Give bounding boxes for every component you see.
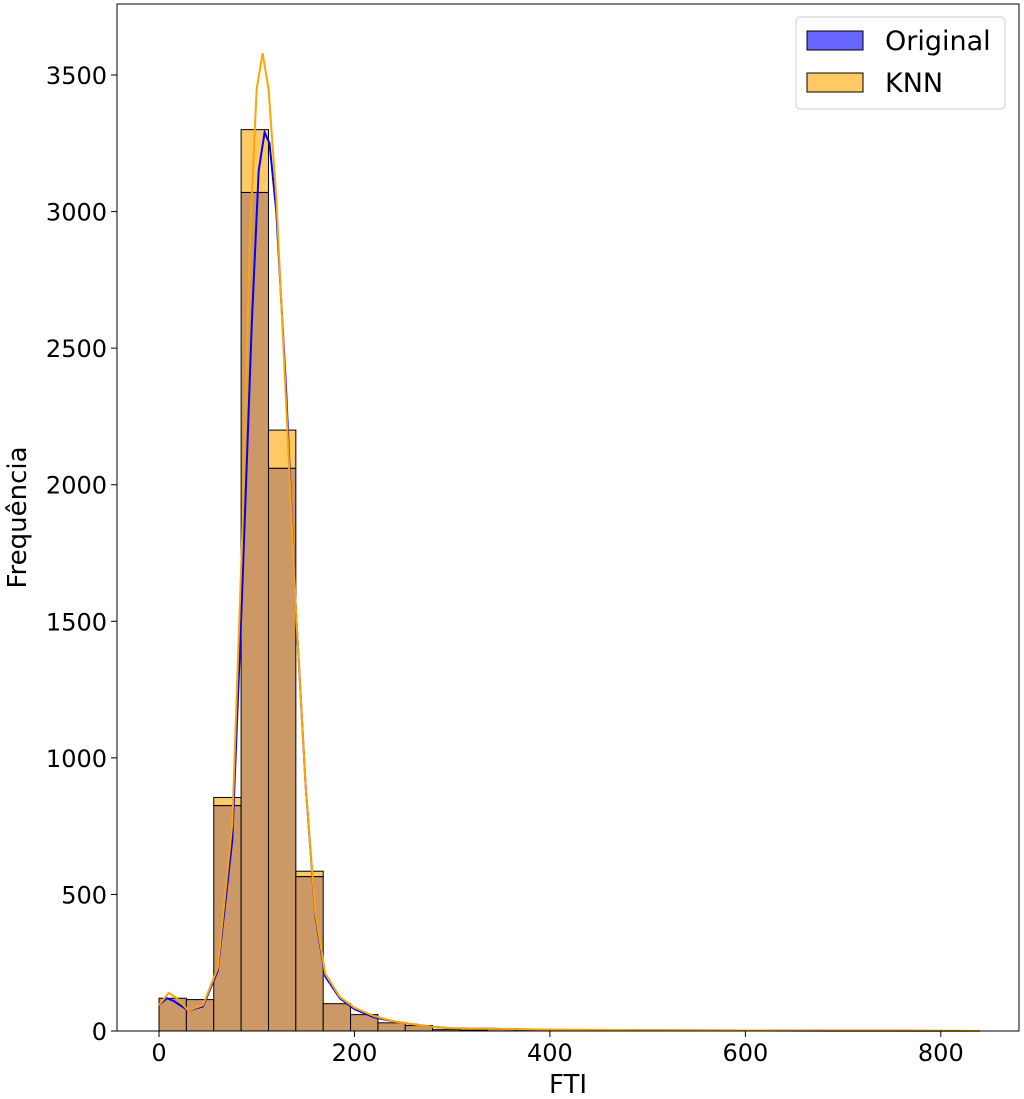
kde-line-knn xyxy=(158,53,980,1032)
legend-swatch-original xyxy=(806,30,864,51)
x-tick-label: 200 xyxy=(332,1039,378,1067)
y-tick-label: 3500 xyxy=(46,62,107,90)
y-axis-label: Frequência xyxy=(3,446,33,588)
bar-overlap xyxy=(213,805,242,1032)
legend-swatch-knn xyxy=(806,72,864,93)
legend-label-knn: KNN xyxy=(885,68,943,99)
bar-overlap xyxy=(377,1022,406,1032)
bar-overlap xyxy=(322,1003,352,1032)
y-tick-label: 0 xyxy=(92,1018,107,1046)
bar-overlap xyxy=(295,876,324,1032)
y-axis-ticks: 0 500 1000 1500 2000 2500 3000 3500 xyxy=(46,62,117,1046)
y-tick-label: 2500 xyxy=(46,335,107,363)
x-axis-label: FTI xyxy=(549,1070,587,1099)
y-tick-label: 1500 xyxy=(46,608,107,636)
x-tick-label: 0 xyxy=(151,1039,166,1067)
kde-lines-group xyxy=(158,53,980,1032)
bar-excess xyxy=(213,796,242,807)
legend-label-original: Original xyxy=(885,26,991,57)
x-tick-label: 800 xyxy=(918,1039,964,1067)
x-axis-ticks: 0 200 400 600 800 xyxy=(151,1031,964,1067)
bar-excess xyxy=(295,870,324,878)
x-tick-label: 400 xyxy=(527,1039,573,1067)
bar-overlap xyxy=(185,999,215,1032)
y-tick-label: 500 xyxy=(61,881,107,909)
legend: Original KNN xyxy=(795,16,1006,110)
y-tick-label: 1000 xyxy=(46,745,107,773)
plot-frame xyxy=(116,3,1020,1032)
y-tick-label: 3000 xyxy=(46,199,107,227)
x-tick-label: 600 xyxy=(722,1039,768,1067)
bar-overlap xyxy=(240,191,269,1032)
bar-excess xyxy=(267,429,297,469)
bars-group xyxy=(158,129,735,1032)
y-tick-label: 2000 xyxy=(46,472,107,500)
bar-overlap xyxy=(267,467,297,1032)
